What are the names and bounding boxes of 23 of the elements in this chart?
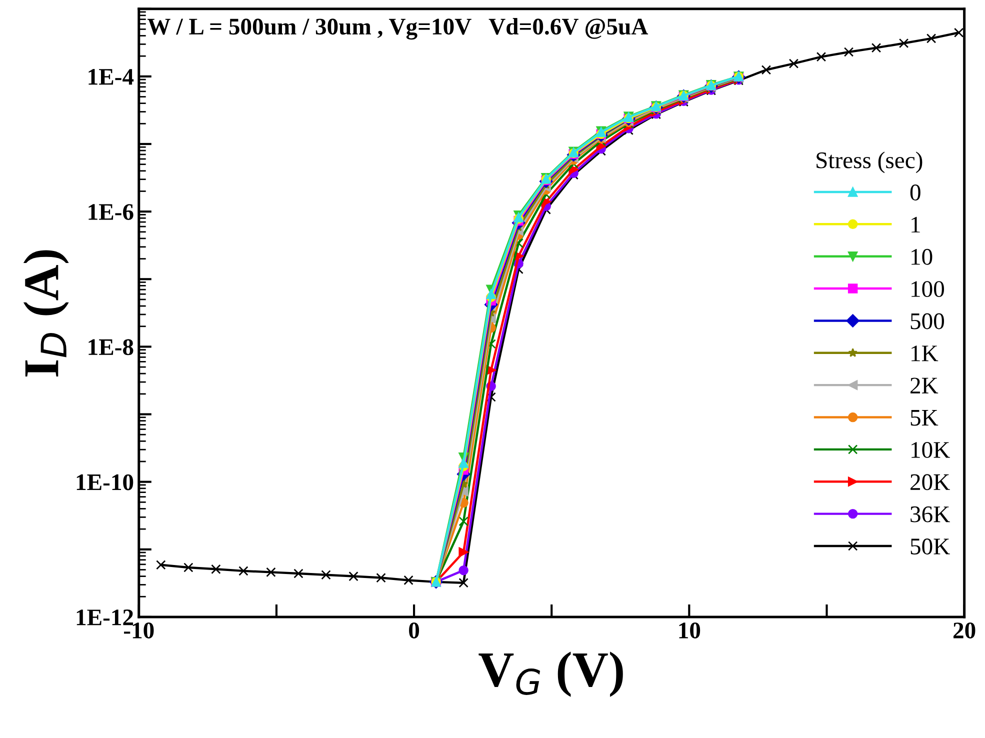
x-tick-label: 20: [954, 622, 976, 638]
legend-label: 10: [912, 248, 932, 265]
x-axis-title: V$_{G}$ (V): [478, 652, 623, 697]
y-tick-label: 1E-10: [76, 474, 134, 490]
y-tick-label: 1E-6: [88, 204, 134, 220]
legend-label: 1K: [912, 346, 938, 362]
y-tick-label: 1E-4: [88, 69, 134, 85]
legend-label: 2K: [910, 378, 938, 394]
legend-label: 5K: [910, 410, 938, 426]
legend-title: Stress (sec): [816, 152, 922, 174]
legend-label: 20K: [910, 474, 950, 490]
y-tick-label: 1E-8: [88, 339, 134, 356]
y-axis-title: I$_{D}$ (A): [23, 250, 69, 376]
legend-label: 50K: [910, 538, 950, 554]
legend-label: 0: [910, 184, 920, 200]
legend-label: 100: [912, 281, 944, 298]
x-tick-label: 10: [679, 622, 700, 638]
x-tick-label: 0: [409, 622, 420, 638]
legend-label: 10K: [912, 442, 950, 458]
legend-label: 1: [912, 216, 920, 232]
legend-label: 500: [910, 313, 944, 330]
legend-label: 36K: [910, 506, 950, 522]
annotation: W / L = 500um / 30um , Vg=10V Vd=0.6V @5uA: [147, 18, 648, 40]
